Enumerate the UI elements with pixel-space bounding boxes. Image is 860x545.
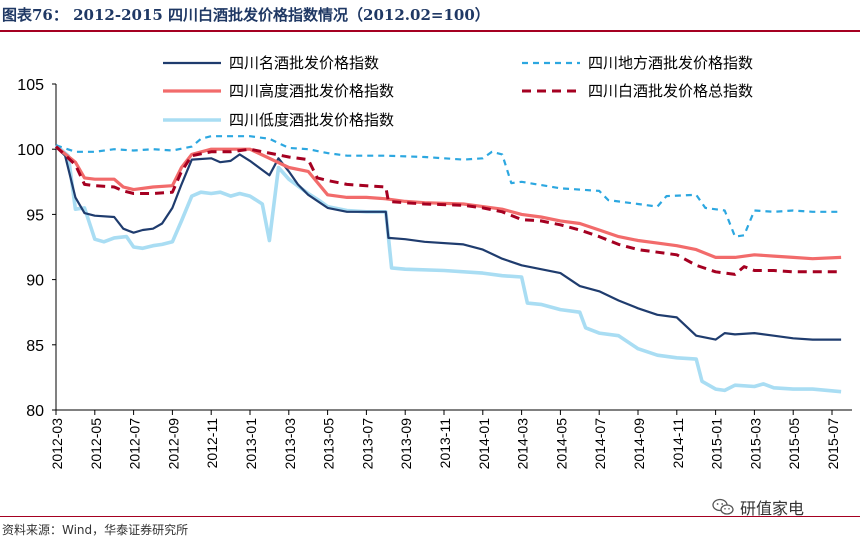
- x-tick-label: 2012-11: [204, 418, 220, 469]
- series-line-3: [54, 145, 842, 261]
- y-tick-label: 90: [26, 273, 44, 290]
- x-tick-label: 2014-05: [553, 418, 569, 470]
- x-tick-label: 2013-09: [398, 418, 414, 470]
- title-divider: [0, 30, 860, 32]
- x-tick-label: 2013-07: [359, 418, 375, 470]
- watermark-text: 研值家电: [740, 499, 805, 518]
- series-line-5: [54, 143, 842, 394]
- x-tick-label: 2014-09: [631, 418, 647, 470]
- x-tick-label: 2013-05: [321, 418, 337, 470]
- source-note: 资料来源：Wind，华泰证券研究所: [2, 523, 189, 537]
- legend-label: 四川名酒批发价格指数: [229, 54, 379, 72]
- series-lines: [54, 135, 842, 394]
- legend-label: 四川低度酒批发价格指数: [229, 111, 394, 129]
- y-tick-label: 105: [17, 77, 44, 94]
- x-tick-label: 2015-03: [747, 418, 763, 470]
- axes: 80 85 90 95 100 105 2012-03 2012-05 2012-07 2012-…: [17, 77, 852, 469]
- watermark: 研值家电: [712, 495, 804, 519]
- y-tick-label: 80: [26, 403, 44, 420]
- legend-label: 四川高度酒批发价格指数: [229, 82, 394, 100]
- wechat-logo-icon: [712, 498, 734, 515]
- legend-label: 四川地方酒批发价格指数: [588, 54, 753, 72]
- y-tick-label: 100: [17, 142, 44, 159]
- x-tick-label: 2013-03: [282, 418, 298, 470]
- x-tick-label: 2014-03: [515, 418, 531, 470]
- y-tick-label: 85: [26, 338, 44, 355]
- x-tick-label: 2014-07: [592, 418, 608, 470]
- x-tick-label: 2012-05: [88, 418, 104, 470]
- legend-label: 四川白酒批发价格总指数: [588, 82, 753, 100]
- x-tick-label: 2015-07: [825, 418, 841, 470]
- x-tick-label: 2014-01: [476, 418, 492, 470]
- x-tick-label: 2014-11: [670, 418, 686, 469]
- series-line-1: [55, 145, 842, 341]
- footer-divider: [0, 516, 860, 517]
- series-line-2: [55, 135, 842, 238]
- series-line-4: [54, 145, 842, 276]
- chart-title: 图表76： 2012-2015 四川白酒批发价格指数情况（2012.02=100…: [2, 6, 490, 24]
- x-tick-label: 2013-11: [437, 418, 453, 469]
- x-tick-label: 2012-03: [49, 418, 65, 470]
- x-tick-label: 2012-07: [127, 418, 143, 470]
- x-tick-label: 2015-05: [786, 418, 802, 470]
- x-tick-label: 2015-01: [709, 418, 725, 470]
- title-bar: 图表76： 2012-2015 四川白酒批发价格指数情况（2012.02=100…: [0, 0, 860, 30]
- x-tick-label: 2013-01: [243, 418, 259, 470]
- y-tick-label: 95: [26, 207, 44, 224]
- x-tick-label: 2012-09: [165, 418, 181, 470]
